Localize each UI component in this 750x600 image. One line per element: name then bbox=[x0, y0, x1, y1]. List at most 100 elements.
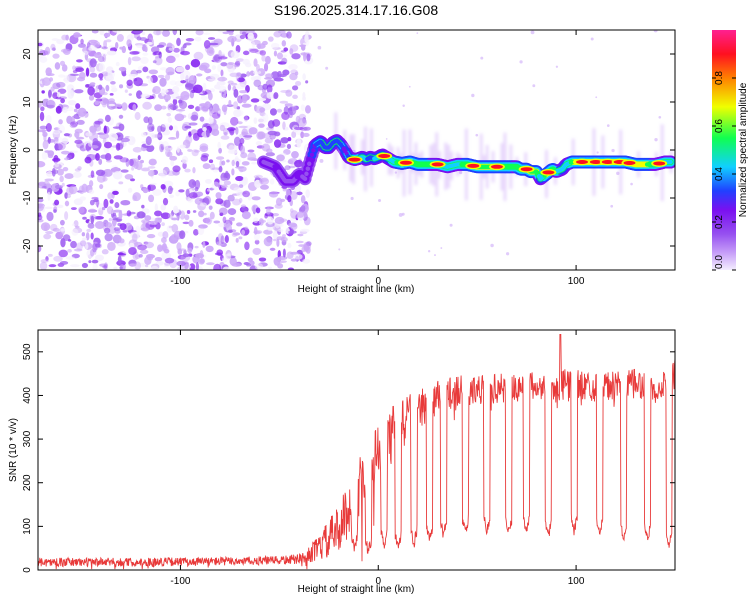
noise-speck bbox=[630, 182, 633, 186]
noise-blob bbox=[169, 104, 179, 110]
noise-blob bbox=[286, 31, 292, 39]
spectrogram-y-tick-label: 20 bbox=[22, 48, 33, 60]
noise-blob bbox=[176, 260, 186, 267]
snr-y-tick-label: 400 bbox=[22, 387, 33, 404]
noise-blob bbox=[172, 98, 178, 106]
noise-blob bbox=[138, 253, 143, 258]
noise-blob bbox=[68, 123, 77, 127]
noise-blob bbox=[272, 238, 277, 242]
noise-blob bbox=[43, 224, 48, 231]
noise-blob bbox=[181, 156, 189, 164]
noise-blob bbox=[158, 172, 168, 177]
noise-blob bbox=[112, 30, 122, 33]
snr-series-line bbox=[38, 333, 675, 570]
noise-blob bbox=[266, 207, 271, 215]
noise-blob bbox=[171, 224, 179, 233]
noise-blob bbox=[164, 263, 169, 268]
noise-blob bbox=[165, 98, 169, 103]
noise-blob bbox=[220, 177, 228, 182]
noise-speck bbox=[490, 243, 494, 248]
noise-blob bbox=[108, 45, 116, 48]
noise-speck bbox=[434, 254, 436, 257]
noise-blob bbox=[248, 127, 258, 135]
noise-blob bbox=[54, 137, 59, 142]
noise-blob bbox=[82, 50, 89, 56]
noise-blob bbox=[175, 108, 186, 112]
noise-blob bbox=[45, 256, 49, 262]
noise-blob bbox=[134, 261, 142, 270]
noise-blob bbox=[295, 240, 304, 244]
noise-blob bbox=[114, 202, 120, 209]
noise-blob bbox=[184, 168, 191, 173]
noise-blob bbox=[240, 227, 250, 236]
noise-blob bbox=[247, 191, 253, 201]
noise-blob bbox=[91, 196, 99, 200]
noise-blob bbox=[87, 86, 95, 96]
noise-blob bbox=[141, 31, 146, 36]
noise-blob bbox=[62, 167, 69, 172]
noise-blob bbox=[147, 169, 155, 177]
noise-blob bbox=[273, 139, 282, 148]
noise-blob bbox=[104, 233, 113, 242]
noise-blob bbox=[236, 72, 242, 77]
snr-x-tick-label: 100 bbox=[568, 576, 585, 587]
noise-blob bbox=[136, 262, 147, 268]
noise-blob bbox=[144, 241, 155, 249]
noise-blob bbox=[223, 106, 227, 116]
noise-blob bbox=[257, 97, 267, 102]
noise-blob bbox=[56, 91, 61, 98]
noise-blob bbox=[209, 211, 215, 220]
noise-blob bbox=[112, 190, 119, 196]
noise-blob bbox=[188, 219, 194, 227]
noise-blob bbox=[272, 212, 280, 217]
noise-blob bbox=[147, 76, 153, 84]
noise-blob bbox=[222, 266, 231, 270]
noise-blob bbox=[90, 170, 95, 178]
noise-blob bbox=[119, 266, 123, 270]
noise-blob bbox=[289, 48, 294, 55]
noise-blob bbox=[114, 41, 119, 49]
noise-blob bbox=[227, 64, 235, 73]
snr-y-tick-label: 100 bbox=[22, 518, 33, 535]
snr-ticks: -100 0 100 0 100 200 300 400 500 bbox=[22, 330, 675, 587]
noise-blob bbox=[303, 126, 311, 131]
noise-blob bbox=[47, 153, 54, 159]
ridge-core bbox=[668, 159, 673, 165]
noise-blob bbox=[148, 158, 157, 166]
colorbar-label: Normalized spectral amplitude bbox=[738, 82, 749, 217]
noise-speck bbox=[317, 45, 322, 50]
noise-blob bbox=[219, 212, 224, 216]
noise-blob bbox=[92, 137, 99, 146]
noise-blob bbox=[170, 160, 175, 167]
noise-blob bbox=[120, 199, 131, 206]
noise-blob bbox=[146, 41, 153, 46]
noise-blob bbox=[215, 198, 224, 205]
noise-blob bbox=[103, 198, 109, 209]
noise-blob bbox=[102, 92, 108, 96]
noise-blob bbox=[304, 105, 311, 114]
noise-blob bbox=[183, 263, 191, 270]
noise-blob bbox=[226, 62, 234, 70]
noise-blob bbox=[275, 257, 282, 262]
noise-blob bbox=[161, 105, 167, 110]
spectrogram-x-tick-label: 100 bbox=[568, 276, 585, 287]
noise-blob bbox=[124, 89, 128, 93]
noise-blob bbox=[241, 128, 248, 137]
noise-blob bbox=[66, 115, 73, 125]
noise-blob bbox=[188, 131, 192, 138]
noise-blob bbox=[227, 229, 233, 234]
noise-blob bbox=[265, 55, 271, 65]
noise-blob bbox=[235, 176, 244, 182]
noise-blob bbox=[281, 57, 288, 65]
noise-blob bbox=[222, 31, 230, 35]
noise-blob bbox=[284, 165, 291, 171]
noise-blob bbox=[160, 67, 168, 71]
noise-blob bbox=[257, 131, 266, 140]
noise-blob bbox=[79, 240, 87, 247]
hot-spot bbox=[542, 170, 555, 175]
noise-blob bbox=[302, 73, 306, 81]
noise-blob bbox=[129, 263, 137, 267]
noise-blob bbox=[74, 89, 84, 94]
noise-blob bbox=[94, 220, 105, 230]
noise-blob bbox=[92, 243, 97, 253]
